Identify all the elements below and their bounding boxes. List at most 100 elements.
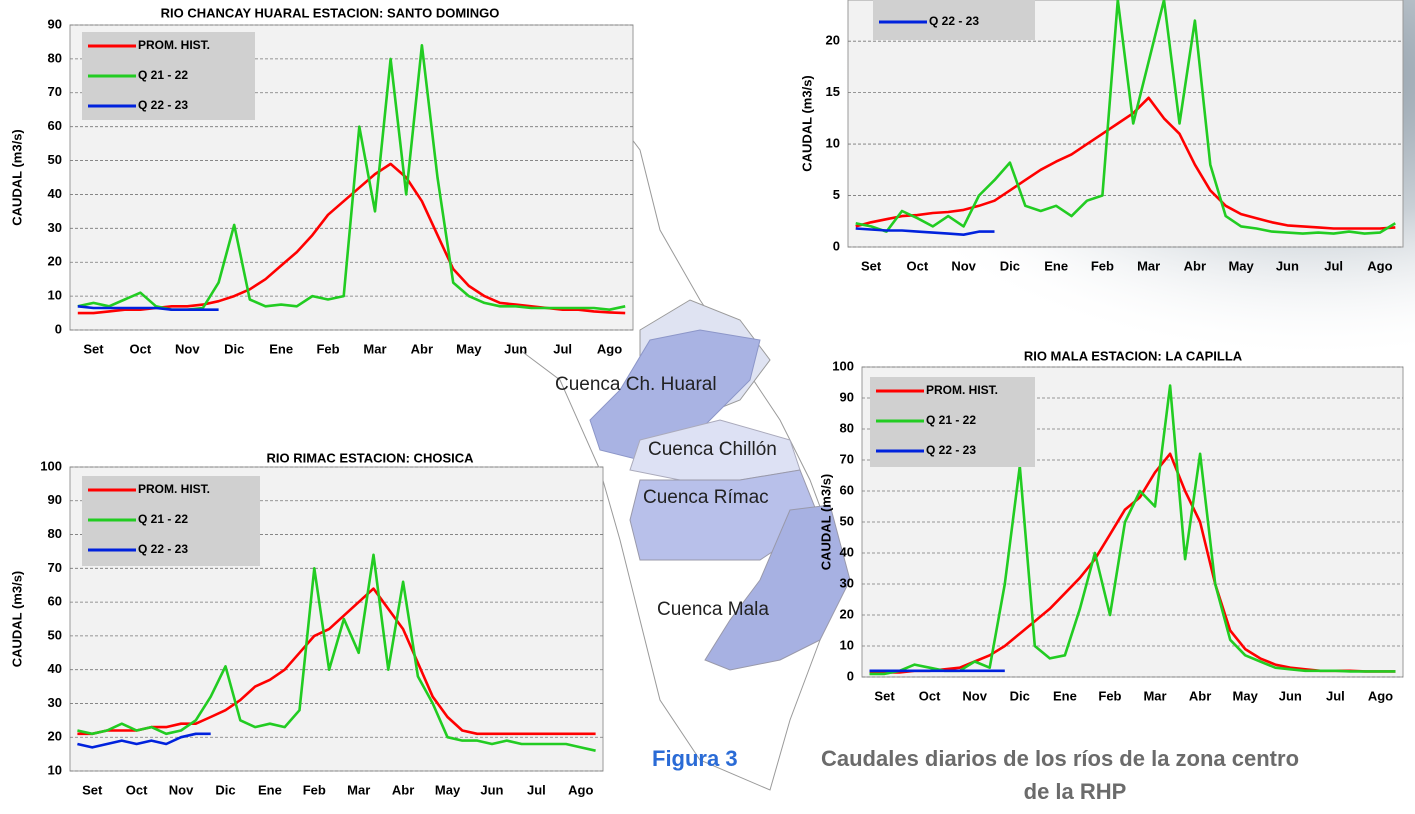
y-tick-label: 70 xyxy=(48,84,62,99)
x-tick-label: Dic xyxy=(1010,688,1030,703)
y-tick-label: 10 xyxy=(840,637,854,652)
map-label: Cuenca Mala xyxy=(657,599,769,620)
x-tick-label: Jul xyxy=(553,341,572,356)
x-tick-label: Ene xyxy=(269,341,293,356)
x-tick-label: Feb xyxy=(1091,258,1114,273)
x-tick-label: Oct xyxy=(907,258,929,273)
y-tick-label: 20 xyxy=(840,606,854,621)
x-tick-label: Oct xyxy=(919,688,941,703)
x-tick-label: Nov xyxy=(951,258,976,273)
x-tick-label: Dic xyxy=(1000,258,1020,273)
y-tick-label: 60 xyxy=(48,594,62,609)
x-tick-label: Set xyxy=(874,688,895,703)
x-tick-label: Ago xyxy=(597,341,622,356)
x-tick-label: Ene xyxy=(1044,258,1068,273)
x-tick-label: Abr xyxy=(411,341,433,356)
legend-label: PROM. HIST. xyxy=(138,482,210,496)
x-tick-label: Jul xyxy=(1324,258,1343,273)
x-tick-label: Abr xyxy=(392,782,414,797)
y-tick-label: 90 xyxy=(840,389,854,404)
y-tick-label: 50 xyxy=(840,513,854,528)
y-tick-label: 20 xyxy=(48,729,62,744)
x-tick-label: Ago xyxy=(1367,258,1392,273)
y-tick-label: 50 xyxy=(48,152,62,167)
x-tick-label: Feb xyxy=(316,341,339,356)
legend-label: PROM. HIST. xyxy=(138,38,210,52)
y-tick-label: 30 xyxy=(48,695,62,710)
y-tick-label: 20 xyxy=(48,254,62,269)
x-tick-label: Feb xyxy=(303,782,326,797)
y-tick-label: 10 xyxy=(48,762,62,777)
x-tick-label: Dic xyxy=(224,341,244,356)
x-tick-label: Abr xyxy=(1189,688,1211,703)
chart: 0102030405060708090100SetOctNovDicEneFeb… xyxy=(818,348,1403,703)
x-tick-label: Mar xyxy=(1137,258,1160,273)
y-tick-label: 100 xyxy=(832,358,854,373)
y-tick-label: 60 xyxy=(48,118,62,133)
y-tick-label: 40 xyxy=(48,186,62,201)
y-tick-label: 40 xyxy=(48,661,62,676)
x-tick-label: Abr xyxy=(1184,258,1206,273)
y-axis-label: CAUDAL (m3/s) xyxy=(818,474,833,571)
x-tick-label: Ago xyxy=(568,782,593,797)
legend-label: Q 22 - 23 xyxy=(138,542,188,556)
x-tick-label: May xyxy=(435,782,461,797)
legend-label: Q 22 - 23 xyxy=(138,98,188,112)
x-tick-label: May xyxy=(1228,258,1254,273)
x-tick-label: Ene xyxy=(258,782,282,797)
y-tick-label: 90 xyxy=(48,16,62,31)
chart-title: RIO RIMAC ESTACION: CHOSICA xyxy=(266,450,474,465)
y-tick-label: 30 xyxy=(48,220,62,235)
x-tick-label: Nov xyxy=(175,341,200,356)
x-tick-label: Oct xyxy=(130,341,152,356)
y-tick-label: 70 xyxy=(48,560,62,575)
x-tick-label: Nov xyxy=(962,688,987,703)
x-tick-label: Mar xyxy=(363,341,386,356)
legend-label: Q 21 - 22 xyxy=(138,68,188,82)
x-tick-label: Jun xyxy=(504,341,527,356)
y-tick-label: 0 xyxy=(833,238,840,253)
chart-title: RIO MALA ESTACION: LA CAPILLA xyxy=(1024,348,1243,363)
y-tick-label: 20 xyxy=(826,33,840,48)
y-axis-label: CAUDAL (m3/s) xyxy=(9,129,24,226)
x-tick-label: Oct xyxy=(126,782,148,797)
x-tick-label: Dic xyxy=(215,782,235,797)
figure-caption: de la RHP xyxy=(1024,779,1127,804)
figure: Cuenca Ch. Huaral Cuenca Chillón Cuenca … xyxy=(0,0,1415,809)
y-tick-label: 15 xyxy=(826,84,840,99)
y-tick-label: 100 xyxy=(40,458,62,473)
y-tick-label: 50 xyxy=(48,627,62,642)
chart-title: RIO CHANCAY HUARAL ESTACION: SANTO DOMIN… xyxy=(161,5,500,20)
figure-caption: Caudales diarios de los ríos de la zona … xyxy=(821,746,1299,771)
legend-label: PROM. HIST. xyxy=(926,383,998,397)
x-tick-label: Feb xyxy=(1098,688,1121,703)
y-tick-label: 80 xyxy=(48,50,62,65)
page: { "chart_data": [ {"type": "line", "titl… xyxy=(0,0,1415,809)
x-tick-label: Mar xyxy=(347,782,370,797)
x-tick-label: May xyxy=(1233,688,1259,703)
map-label: Cuenca Ch. Huaral xyxy=(555,374,717,395)
y-tick-label: 80 xyxy=(840,420,854,435)
figure-label: Figura 3 xyxy=(652,746,738,771)
x-tick-label: Jun xyxy=(1276,258,1299,273)
x-tick-label: Set xyxy=(82,782,103,797)
x-tick-label: Jul xyxy=(527,782,546,797)
y-tick-label: 80 xyxy=(48,526,62,541)
map-label: Cuenca Chillón xyxy=(648,439,777,460)
y-tick-label: 40 xyxy=(840,544,854,559)
x-tick-label: Ene xyxy=(1053,688,1077,703)
chart: 0 10 20 30 40 50 60 70 80 90 Set Oct Nov Dic Ene Feb Mar… xyxy=(9,5,633,356)
y-tick-label: 30 xyxy=(840,575,854,590)
y-tick-label: 60 xyxy=(840,482,854,497)
x-tick-label: Jun xyxy=(1279,688,1302,703)
y-tick-label: 0 xyxy=(55,321,62,336)
map-label: Cuenca Rímac xyxy=(643,487,769,508)
y-tick-label: 5 xyxy=(833,187,840,202)
y-tick-label: 10 xyxy=(48,288,62,303)
legend-label: Q 21 - 22 xyxy=(926,413,976,427)
y-tick-label: 90 xyxy=(48,492,62,507)
x-tick-label: May xyxy=(456,341,482,356)
x-tick-label: Set xyxy=(83,341,104,356)
